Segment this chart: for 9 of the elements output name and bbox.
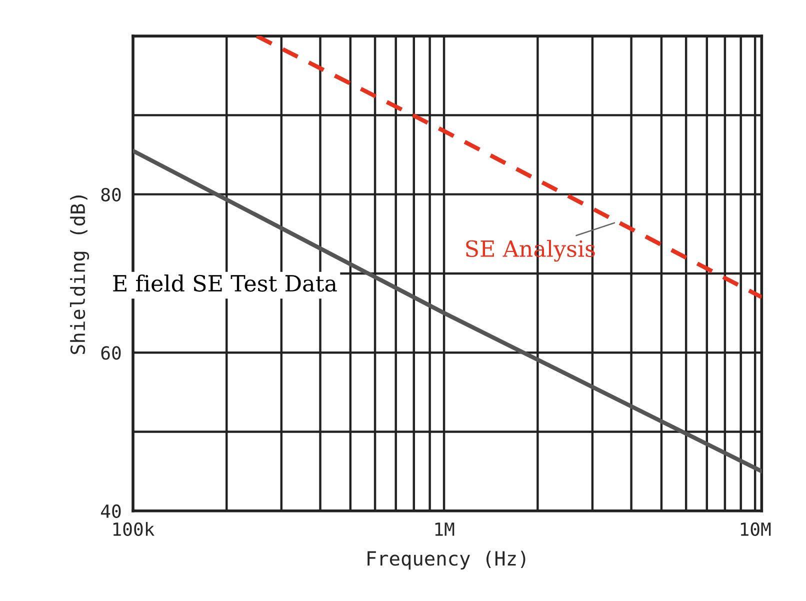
y-tick-label: 60 <box>101 346 121 360</box>
y-axis-title: Shielding (dB) <box>70 196 90 354</box>
annotation: E field SE Test Data <box>113 274 337 292</box>
x-tick-label: 1M <box>435 522 454 536</box>
x-tick-label: 10M <box>740 522 771 536</box>
x-axis-title: Frequency (Hz) <box>368 550 526 570</box>
y-tick-label: 40 <box>101 504 121 518</box>
x-tick-label: 100k <box>113 522 154 536</box>
y-tick-label: 80 <box>101 188 121 202</box>
